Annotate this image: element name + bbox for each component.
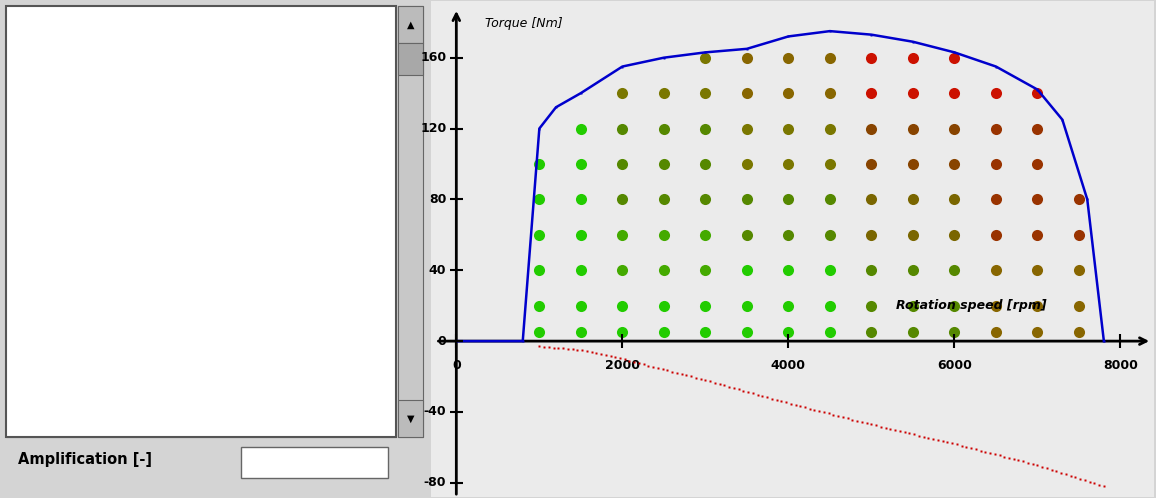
Text: 120: 120 — [420, 122, 446, 135]
Text: 1.0: 1.0 — [354, 455, 379, 470]
Text: 0: 0 — [452, 359, 461, 372]
Text: 80: 80 — [429, 193, 446, 206]
Text: ▼: ▼ — [407, 414, 414, 424]
Text: ▲: ▲ — [407, 19, 414, 29]
Text: Rotation speed [rpm]: Rotation speed [rpm] — [896, 299, 1046, 312]
Text: 8000: 8000 — [1103, 359, 1138, 372]
Bar — [240, 447, 388, 478]
Bar — [399, 43, 423, 75]
Bar — [6, 6, 397, 437]
Bar — [399, 400, 423, 437]
Text: 40: 40 — [429, 264, 446, 277]
Text: 4000: 4000 — [771, 359, 806, 372]
Text: Torque [Nm]: Torque [Nm] — [486, 17, 563, 30]
Bar — [399, 6, 423, 437]
Bar — [399, 6, 423, 43]
Text: -40: -40 — [424, 405, 446, 418]
Text: -80: -80 — [424, 476, 446, 490]
Text: 6000: 6000 — [938, 359, 972, 372]
Text: 0: 0 — [438, 335, 446, 348]
Text: 160: 160 — [421, 51, 446, 64]
Text: Amplification [-]: Amplification [-] — [18, 452, 153, 467]
Text: 2000: 2000 — [605, 359, 640, 372]
